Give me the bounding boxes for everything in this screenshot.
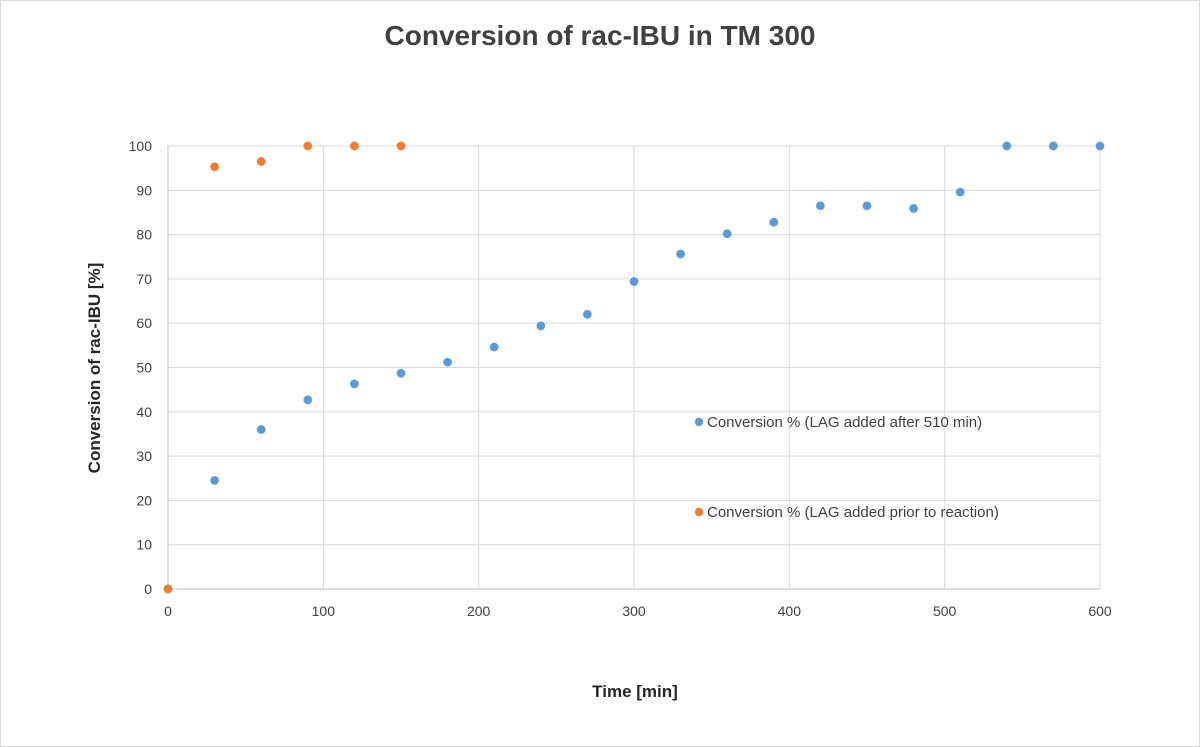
y-axis-title: Conversion of rac-IBU [%]	[85, 263, 104, 474]
y-tick-label: 90	[136, 182, 152, 198]
x-tick-label: 200	[467, 603, 491, 619]
y-tick-label: 20	[136, 492, 152, 508]
data-point	[955, 187, 965, 197]
series-1	[163, 141, 1105, 594]
x-axis-title: Time [min]	[592, 682, 678, 701]
data-point	[489, 342, 499, 352]
y-tick-label: 50	[136, 360, 152, 376]
data-point	[1095, 141, 1105, 151]
data-point	[396, 368, 406, 378]
data-point	[256, 157, 266, 167]
x-tick-label: 300	[622, 603, 646, 619]
x-tick-label: 400	[778, 603, 802, 619]
data-point	[349, 379, 359, 389]
x-tick-label: 100	[312, 603, 336, 619]
data-point	[256, 425, 266, 435]
x-tick-label: 500	[933, 603, 957, 619]
y-tick-label: 40	[136, 404, 152, 420]
data-point	[1002, 141, 1012, 151]
legend-label: Conversion % (LAG added prior to reactio…	[707, 504, 999, 521]
data-points	[163, 141, 1105, 594]
data-point	[676, 249, 686, 259]
y-tick-label: 0	[144, 581, 152, 597]
x-tick-label: 0	[164, 603, 172, 619]
data-point	[582, 309, 592, 319]
data-point	[396, 141, 406, 151]
data-point	[443, 357, 453, 367]
legend-marker	[694, 507, 704, 517]
data-point	[303, 141, 313, 151]
y-tick-label: 10	[136, 537, 152, 553]
data-point	[909, 203, 919, 213]
data-point	[769, 217, 779, 227]
y-tick-label: 30	[136, 448, 152, 464]
legend-item: Conversion % (LAG added prior to reactio…	[694, 504, 999, 521]
data-point	[815, 201, 825, 211]
data-point	[862, 201, 872, 211]
gridlines	[167, 145, 1101, 590]
data-point	[210, 162, 220, 172]
x-tick-label: 600	[1088, 603, 1112, 619]
data-point	[303, 395, 313, 405]
y-tick-label: 60	[136, 315, 152, 331]
chart-title: Conversion of rac-IBU in TM 300	[385, 20, 816, 51]
legend-item: Conversion % (LAG added after 510 min)	[694, 414, 982, 431]
series-2	[163, 141, 406, 594]
tick-labels: 0 10 20 30 40 50 60 70 80 90 100 0 100 200 300 400 500 60…	[129, 138, 1112, 619]
data-point	[629, 277, 639, 287]
legend-label: Conversion % (LAG added after 510 min)	[707, 414, 982, 431]
data-point	[210, 475, 220, 485]
data-point	[722, 229, 732, 239]
legend-marker	[694, 417, 704, 427]
y-tick-label: 80	[136, 227, 152, 243]
y-tick-label: 70	[136, 271, 152, 287]
data-point	[163, 584, 173, 594]
data-point	[1048, 141, 1058, 151]
legend: Conversion % (LAG added after 510 min) Co…	[694, 414, 999, 521]
data-point	[536, 321, 546, 331]
y-tick-label: 100	[129, 138, 153, 154]
data-point	[349, 141, 359, 151]
